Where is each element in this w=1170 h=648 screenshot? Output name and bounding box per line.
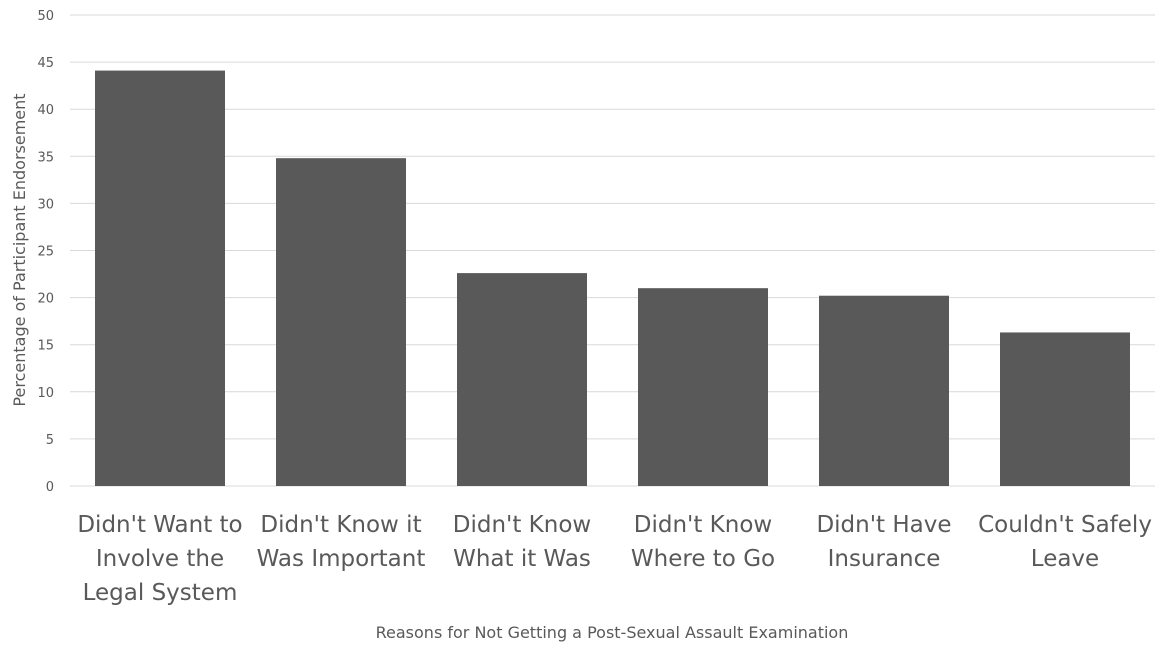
gridlines <box>70 14 1155 487</box>
x-axis-categories: Didn't Want to Involve the Legal SystemDid… <box>77 512 1152 606</box>
bars <box>95 70 1130 486</box>
x-category-label: Didn't Have Insurance <box>816 512 951 572</box>
y-axis-ticks: 0 5 10 15 20 25 30 35 40 45 50 <box>37 9 54 495</box>
bar <box>638 288 768 486</box>
bar <box>819 295 949 486</box>
y-tick-label: 50 <box>37 9 54 24</box>
bar <box>457 273 587 486</box>
y-tick-label: 20 <box>37 292 54 307</box>
y-tick-label: 40 <box>37 103 54 118</box>
y-tick-label: 35 <box>37 150 54 165</box>
y-axis-title: Percentage of Participant Endorsement <box>10 93 29 406</box>
x-category-label: Couldn't Safely Leave <box>978 512 1152 572</box>
y-tick-label: 10 <box>37 386 54 401</box>
y-tick-label: 0 <box>46 480 54 495</box>
x-category-label: Didn't Know What it Was <box>453 512 591 572</box>
y-tick-label: 15 <box>37 339 54 354</box>
bar <box>95 70 225 486</box>
bar <box>276 158 406 486</box>
y-tick-label: 25 <box>37 245 54 260</box>
y-tick-label: 45 <box>37 56 54 71</box>
x-category-label: Didn't Know Where to Go <box>631 512 775 572</box>
y-tick-label: 30 <box>37 197 54 212</box>
bar <box>1000 332 1130 486</box>
x-category-label: Didn't Know it Was Important <box>257 512 426 572</box>
y-tick-label: 5 <box>46 433 54 448</box>
x-axis-title: Reasons for Not Getting a Post-Sexual As… <box>376 623 849 642</box>
x-category-label: Didn't Want to Involve the Legal System <box>77 512 242 606</box>
